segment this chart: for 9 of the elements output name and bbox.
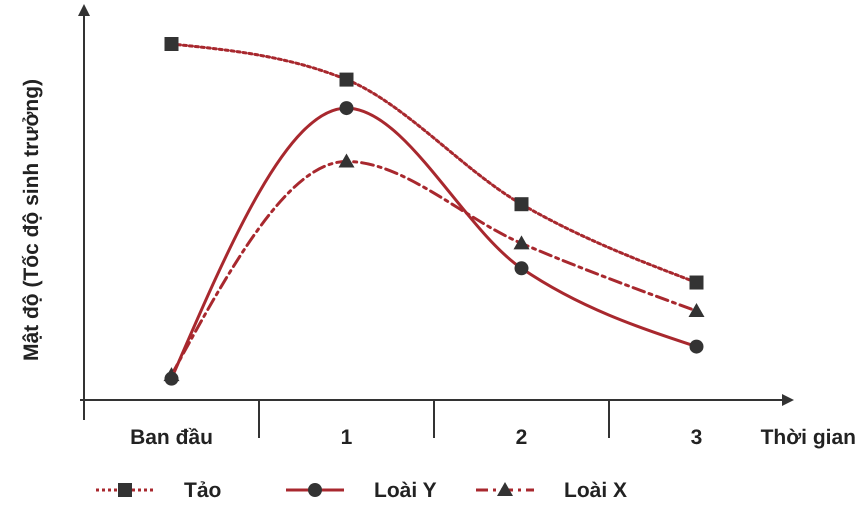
legend-label: Tảo — [184, 479, 222, 502]
x-tick-label: 2 — [516, 426, 528, 449]
y-axis-title: Mật độ (Tốc độ sinh trưởng) — [20, 78, 43, 362]
x-tick-label: 3 — [690, 426, 702, 449]
x-tick-label: 1 — [340, 426, 353, 449]
x-axis-title: Thời gian — [760, 426, 856, 449]
legend-label: Loài X — [564, 479, 628, 502]
legend-label: Loài Y — [374, 479, 437, 502]
x-tick-label: Ban đầu — [130, 426, 213, 449]
